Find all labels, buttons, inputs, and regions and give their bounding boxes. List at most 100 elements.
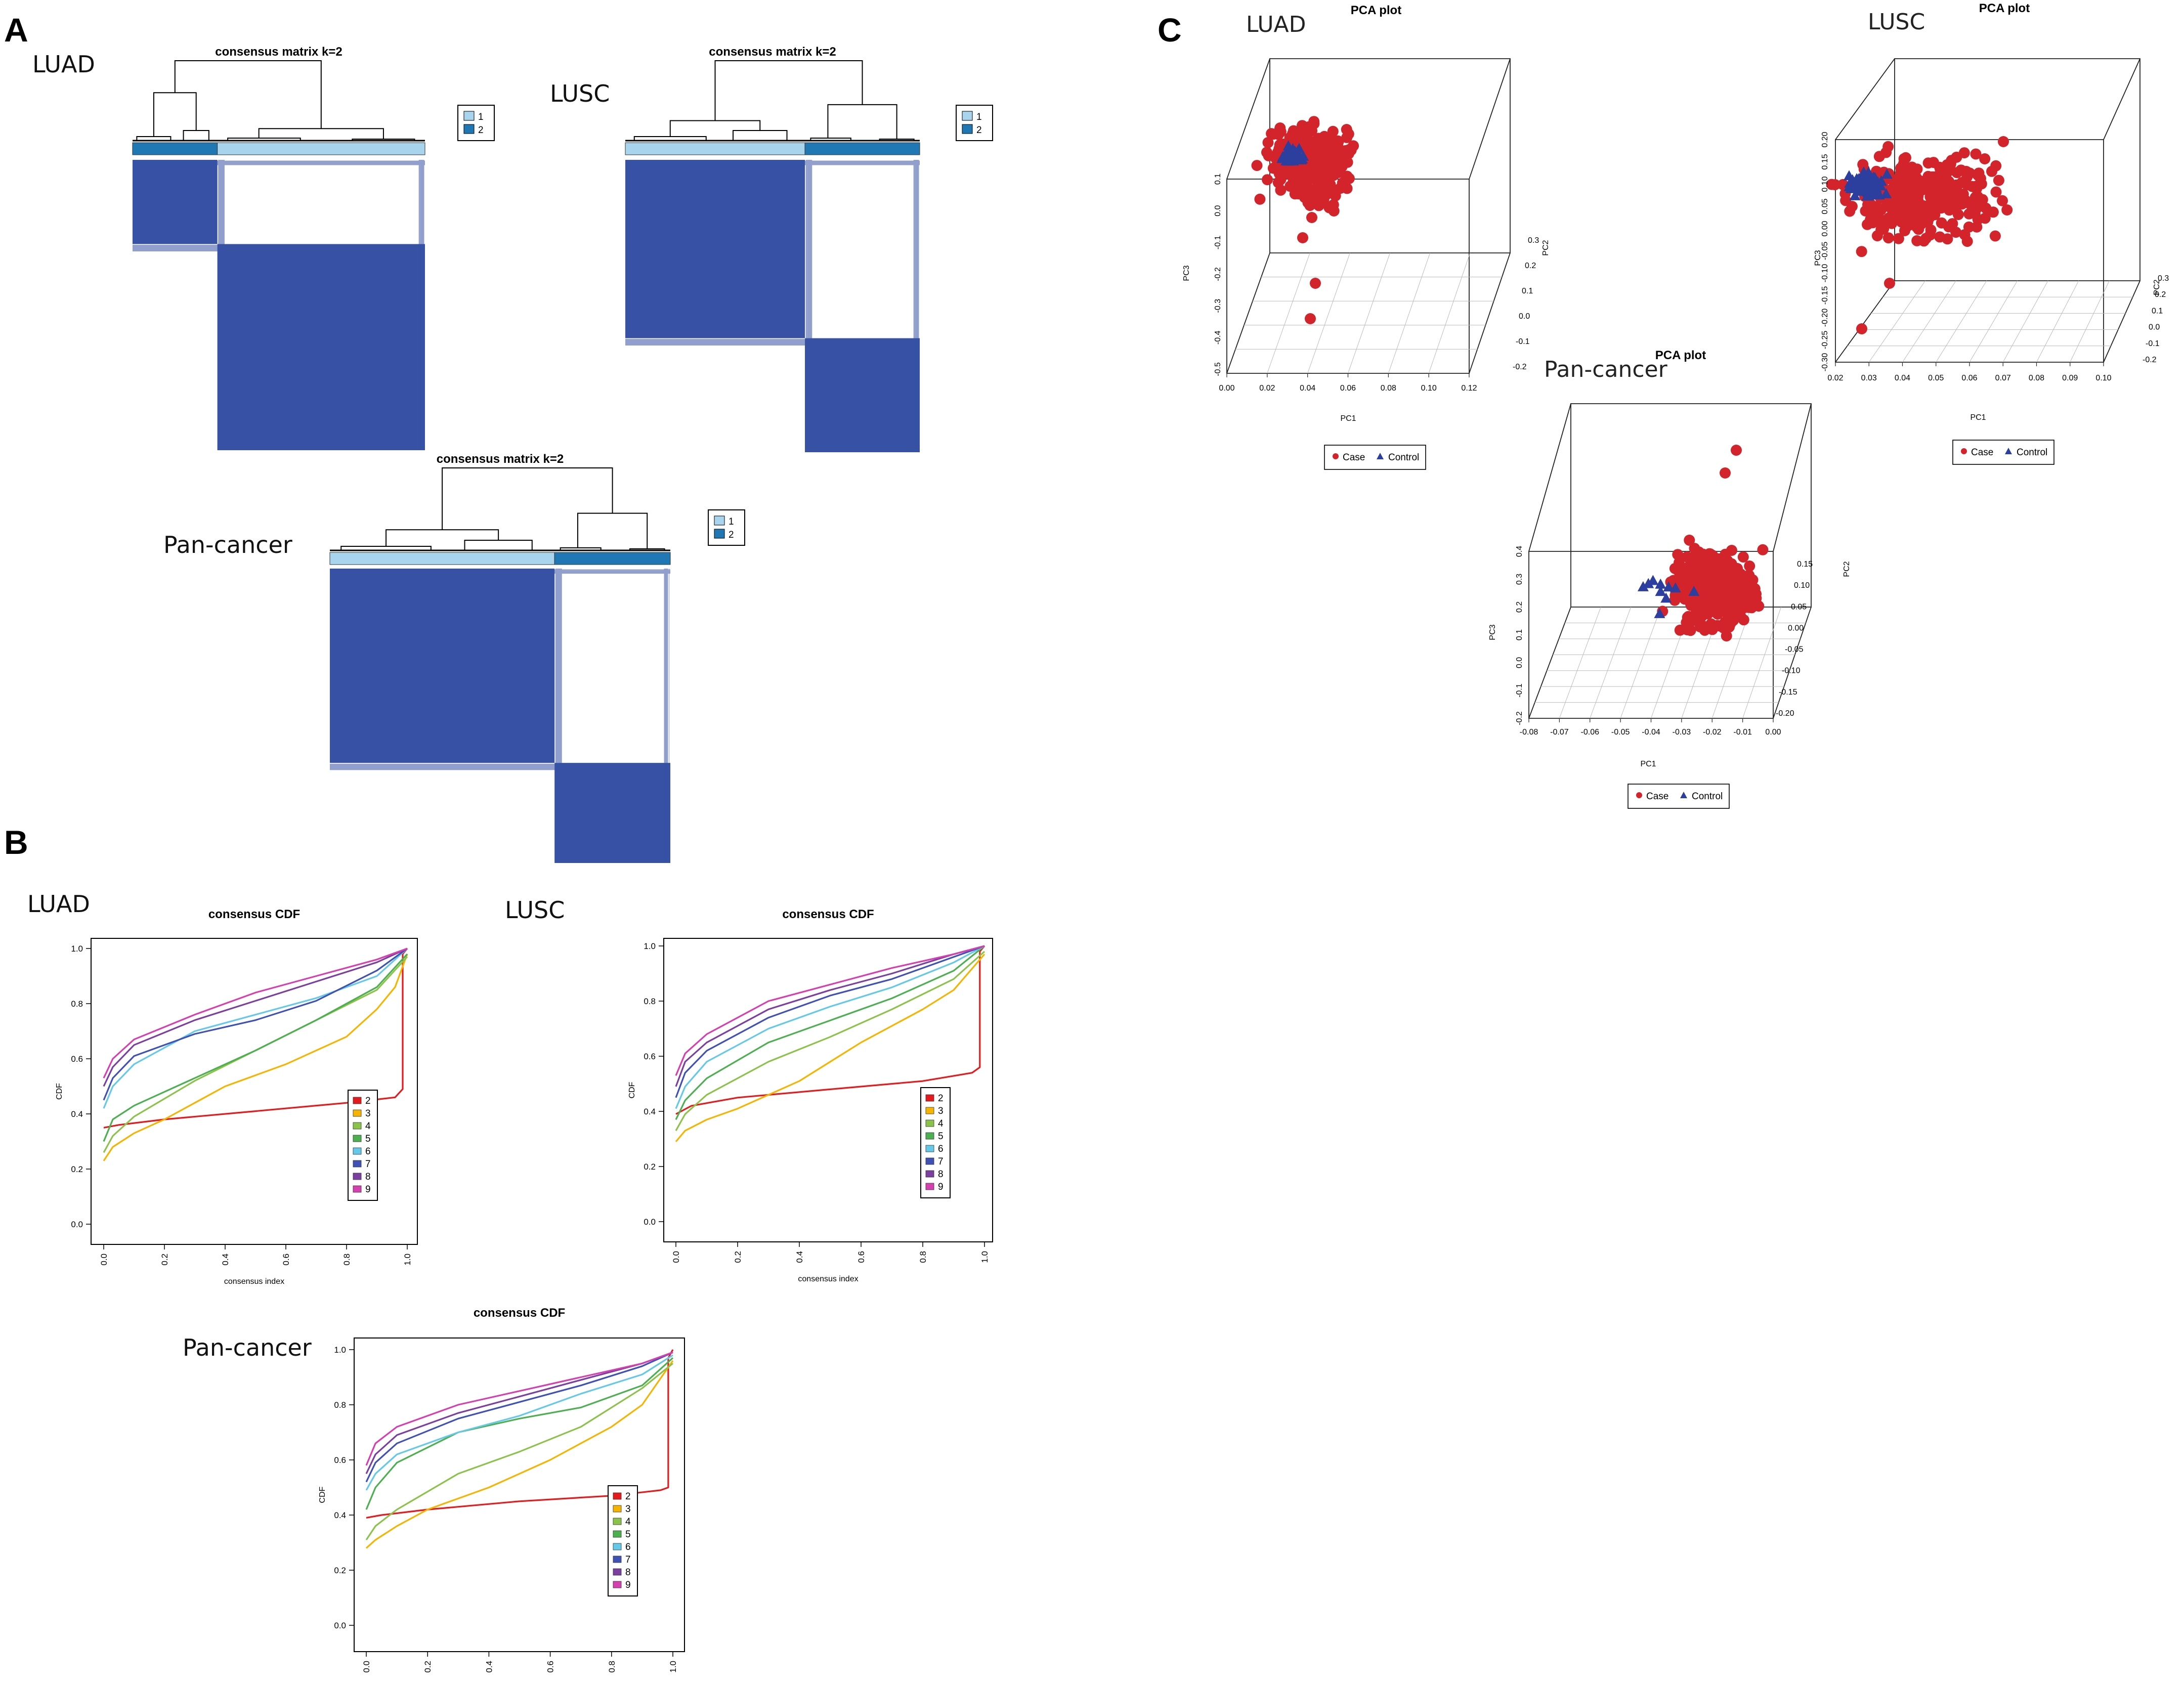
x-tick-label: 0.06 — [1961, 374, 1977, 382]
control-point — [1856, 174, 1867, 185]
case-point — [1684, 534, 1695, 546]
control-point — [1637, 581, 1649, 591]
pca-x-ticks: 0.02 0.03 0.04 0.05 0.06 0.07 0.08 0.09 0.10 — [1827, 362, 2112, 382]
case-point-outlier — [1310, 278, 1321, 289]
z-tick-label: 0.0 — [1214, 205, 1222, 216]
case-point — [1997, 195, 2008, 206]
dendrogram — [330, 467, 670, 551]
legend-label-k6: 6 — [938, 1144, 944, 1154]
matrix-noise — [625, 160, 920, 452]
grid-line — [1969, 280, 2018, 363]
cdf-legend: 2 3 4 5 6 7 8 9 — [348, 1090, 378, 1201]
case-point — [1701, 592, 1712, 604]
legend-label-k7: 7 — [938, 1156, 944, 1167]
case-point-outlier — [1856, 323, 1867, 334]
control-point — [1861, 181, 1872, 191]
case-point-outlier — [1998, 136, 2009, 147]
case-point — [1961, 236, 1973, 247]
grid-line — [1590, 607, 1632, 719]
case-point — [1942, 233, 1953, 245]
z-axis-label: PC2 — [1541, 240, 1550, 255]
matrix-block-cluster-a — [330, 569, 555, 763]
x-tick-label: 0.10 — [1421, 384, 1437, 393]
x-tick-label: 1.0 — [668, 1661, 678, 1673]
case-point — [1696, 554, 1708, 566]
legend-label-k9: 9 — [938, 1182, 944, 1192]
consensus-matrix-pan-cancer: consensus matrix k=212 — [329, 452, 745, 863]
case-point — [1951, 151, 1962, 163]
dendrogram-left — [669, 120, 761, 137]
case-point — [1288, 175, 1299, 187]
grid-line — [1868, 280, 1926, 363]
case-point — [1915, 200, 1927, 211]
case-point — [1315, 153, 1327, 165]
x-tick-label: 0.2 — [733, 1251, 743, 1263]
case-point — [1327, 125, 1339, 137]
z-axis-label: PC2 — [1843, 561, 1851, 577]
dendrogram — [133, 60, 425, 142]
case-point — [1875, 224, 1887, 236]
pca-x-ticks: -0.08 -0.07 -0.06 -0.05 -0.04 -0.03 -0.02 -0.01… — [1520, 718, 1781, 737]
y-tick-label: 0.2 — [334, 1566, 346, 1575]
case-point — [1757, 544, 1769, 555]
case-point — [1737, 551, 1749, 563]
y-tick-label: 0.1 — [1522, 287, 1533, 295]
case-point — [1880, 147, 1892, 158]
control-point — [1287, 143, 1299, 154]
x-tick-label: 0.02 — [1827, 374, 1843, 382]
cdf-line-k3 — [675, 954, 986, 1142]
case-point — [1293, 188, 1304, 200]
case-point — [1979, 153, 1991, 164]
case-point — [1693, 611, 1704, 622]
x-tick-label: 0.08 — [2029, 374, 2044, 382]
case-point — [1275, 126, 1287, 138]
control-point — [1643, 578, 1654, 588]
legend-swatch-k7 — [613, 1556, 622, 1563]
pca-y-ticks: -0.2 -0.1 0.0 0.1 0.2 0.3 — [1513, 236, 1539, 371]
grid-line — [1711, 607, 1751, 719]
z-tick-label: 0.20 — [1821, 132, 1829, 147]
case-point — [1302, 197, 1314, 208]
x-tick-label: 0.6 — [546, 1661, 555, 1673]
dendrogram-left-sub — [340, 546, 432, 550]
label-luad-c: LUAD — [1246, 12, 1306, 37]
pca-box-edge — [2103, 280, 2140, 363]
z-tick-label: -0.10 — [1821, 264, 1829, 283]
legend-label-k6: 6 — [625, 1542, 631, 1552]
case-point — [1972, 213, 1984, 225]
y-tick-label: 1.0 — [334, 1345, 346, 1355]
x-tick-label: 0.00 — [1765, 728, 1781, 737]
cdf-title: consensus CDF — [208, 908, 300, 921]
label-pan-b: Pan-cancer — [183, 1334, 312, 1361]
grid-line — [1902, 280, 1956, 363]
legend-swatch-2 — [463, 124, 475, 134]
cdf-line-k4 — [365, 1363, 674, 1540]
legend-swatch-k4 — [925, 1119, 934, 1127]
z-tick-label: -0.20 — [1821, 309, 1829, 327]
y-tick-label: 0.4 — [71, 1109, 83, 1119]
legend-label-k8: 8 — [625, 1567, 631, 1578]
pca-box-front — [1226, 179, 1470, 374]
y-tick-label: -0.2 — [2143, 356, 2157, 364]
dendrogram-root — [714, 60, 863, 121]
control-point — [1868, 172, 1879, 183]
legend-box — [1952, 440, 2054, 465]
pca-plot-pan-cancer: PCA plot-0.08 -0.07 -0.06 -0.05 -0.04 -0.03 -0… — [1488, 349, 1851, 809]
legend-swatch-k5 — [613, 1530, 622, 1538]
cdf-line-k9 — [675, 945, 985, 1076]
cdf-line-k3 — [365, 1360, 674, 1549]
x-tick-label: 0.4 — [795, 1251, 804, 1263]
case-point — [1743, 570, 1755, 581]
legend-label-2: 2 — [976, 125, 982, 136]
z-tick-label: 0.00 — [1821, 221, 1829, 236]
label-luad-b: LUAD — [27, 890, 90, 918]
case-point — [1291, 164, 1302, 176]
y-tick-label: 0.2 — [2155, 290, 2166, 299]
case-point-outlier — [1884, 278, 1895, 289]
cdf-title: consensus CDF — [782, 908, 874, 921]
legend-swatch-k6 — [613, 1543, 622, 1550]
y-tick-label: 0.4 — [334, 1510, 346, 1520]
legend-swatch-k4 — [613, 1518, 622, 1525]
y-tick-label: 0.6 — [71, 1054, 83, 1064]
legend-box — [457, 105, 495, 141]
